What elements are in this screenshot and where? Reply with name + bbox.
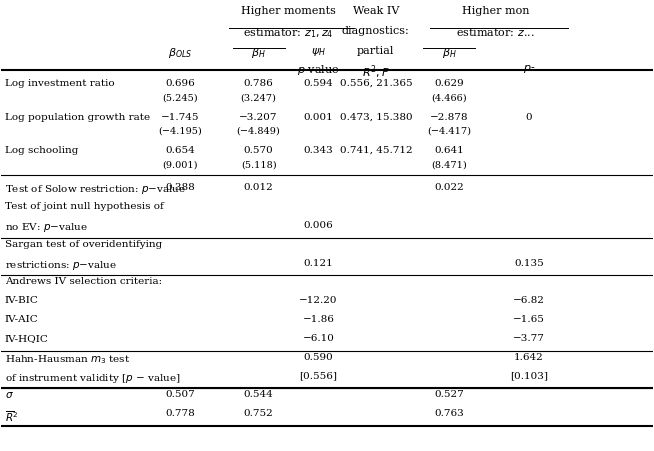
Text: (−4.417): (−4.417) bbox=[428, 127, 472, 136]
Text: Andrews IV selection criteria:: Andrews IV selection criteria: bbox=[5, 277, 162, 286]
Text: 0.121: 0.121 bbox=[303, 259, 334, 267]
Text: 0.556, 21.365: 0.556, 21.365 bbox=[339, 79, 412, 88]
Text: $\sigma$: $\sigma$ bbox=[5, 391, 14, 400]
Text: $\beta_{OLS}$: $\beta_{OLS}$ bbox=[168, 46, 192, 60]
Text: restrictions: $p$−value: restrictions: $p$−value bbox=[5, 259, 117, 272]
Text: (5.118): (5.118) bbox=[241, 161, 277, 170]
Text: 0.343: 0.343 bbox=[303, 146, 334, 155]
Text: −1.745: −1.745 bbox=[162, 113, 199, 122]
Text: Weak IV: Weak IV bbox=[353, 6, 399, 16]
Text: 0.388: 0.388 bbox=[165, 184, 196, 193]
Text: $R^2, F$: $R^2, F$ bbox=[362, 63, 390, 81]
Text: Higher moments: Higher moments bbox=[241, 6, 336, 16]
Text: −3.77: −3.77 bbox=[513, 334, 545, 343]
Text: of instrument validity [$p$ − value]: of instrument validity [$p$ − value] bbox=[5, 372, 181, 385]
Text: Log population growth rate: Log population growth rate bbox=[5, 113, 150, 122]
Text: (3.247): (3.247) bbox=[241, 93, 277, 102]
Text: 0.544: 0.544 bbox=[244, 391, 273, 400]
Text: $\overline{R}^2$: $\overline{R}^2$ bbox=[5, 409, 18, 424]
Text: 0.507: 0.507 bbox=[165, 391, 196, 400]
Text: no EV: $p$−value: no EV: $p$−value bbox=[5, 221, 88, 234]
Text: [0.103]: [0.103] bbox=[510, 372, 548, 381]
Text: 0.135: 0.135 bbox=[514, 259, 543, 267]
Text: 0.752: 0.752 bbox=[244, 409, 273, 418]
Text: −6.82: −6.82 bbox=[513, 296, 545, 305]
Text: 0.786: 0.786 bbox=[244, 79, 273, 88]
Text: (9.001): (9.001) bbox=[163, 161, 198, 170]
Text: 0.006: 0.006 bbox=[303, 221, 334, 230]
Text: −12.20: −12.20 bbox=[300, 296, 337, 305]
Text: IV-HQIC: IV-HQIC bbox=[5, 334, 48, 343]
Text: (8.471): (8.471) bbox=[432, 161, 468, 170]
Text: 0.741, 45.712: 0.741, 45.712 bbox=[339, 146, 412, 155]
Text: 0.778: 0.778 bbox=[165, 409, 196, 418]
Text: [0.556]: [0.556] bbox=[300, 372, 337, 381]
Text: (−4.849): (−4.849) bbox=[237, 127, 281, 136]
Text: 0.763: 0.763 bbox=[434, 409, 464, 418]
Text: −2.878: −2.878 bbox=[430, 113, 469, 122]
Text: (4.466): (4.466) bbox=[432, 93, 467, 102]
Text: Hahn-Hausman $m_3$ test: Hahn-Hausman $m_3$ test bbox=[5, 353, 130, 366]
Text: $\beta_H$: $\beta_H$ bbox=[442, 46, 456, 60]
Text: Higher mon: Higher mon bbox=[462, 6, 530, 16]
Text: 0.654: 0.654 bbox=[165, 146, 196, 155]
Text: 0.001: 0.001 bbox=[303, 113, 334, 122]
Text: (5.245): (5.245) bbox=[163, 93, 198, 102]
Text: partial: partial bbox=[357, 46, 394, 56]
Text: 0.527: 0.527 bbox=[434, 391, 464, 400]
Text: estimator: $z_1, z_4$: estimator: $z_1, z_4$ bbox=[243, 26, 334, 40]
Text: 0.473, 15.380: 0.473, 15.380 bbox=[339, 113, 412, 122]
Text: IV-AIC: IV-AIC bbox=[5, 315, 39, 324]
Text: 0.594: 0.594 bbox=[303, 79, 334, 88]
Text: diagnostics:: diagnostics: bbox=[342, 26, 409, 36]
Text: $p$-: $p$- bbox=[523, 63, 535, 75]
Text: 0.012: 0.012 bbox=[244, 184, 273, 193]
Text: 1.642: 1.642 bbox=[514, 353, 543, 362]
Text: Sargan test of overidentifying: Sargan test of overidentifying bbox=[5, 240, 162, 249]
Text: −1.86: −1.86 bbox=[303, 315, 334, 324]
Text: 0.590: 0.590 bbox=[303, 353, 334, 362]
Text: Log investment ratio: Log investment ratio bbox=[5, 79, 114, 88]
Text: $\beta_H$: $\beta_H$ bbox=[251, 46, 266, 60]
Text: $\psi_H$: $\psi_H$ bbox=[311, 46, 326, 58]
Text: 0.629: 0.629 bbox=[434, 79, 464, 88]
Text: IV-BIC: IV-BIC bbox=[5, 296, 39, 305]
Text: Test of Solow restriction: $p$−value: Test of Solow restriction: $p$−value bbox=[5, 184, 186, 196]
Text: −6.10: −6.10 bbox=[303, 334, 334, 343]
Text: 0.641: 0.641 bbox=[434, 146, 464, 155]
Text: $p$-value: $p$-value bbox=[298, 63, 339, 77]
Text: Test of joint null hypothesis of: Test of joint null hypothesis of bbox=[5, 202, 164, 211]
Text: Log schooling: Log schooling bbox=[5, 146, 78, 155]
Text: (−4.195): (−4.195) bbox=[159, 127, 202, 136]
Text: 0.696: 0.696 bbox=[165, 79, 196, 88]
Text: −3.207: −3.207 bbox=[239, 113, 278, 122]
Text: 0.570: 0.570 bbox=[244, 146, 273, 155]
Text: 0: 0 bbox=[526, 113, 532, 122]
Text: −1.65: −1.65 bbox=[513, 315, 545, 324]
Text: estimator: $z$...: estimator: $z$... bbox=[456, 26, 535, 38]
Text: 0.022: 0.022 bbox=[434, 184, 464, 193]
